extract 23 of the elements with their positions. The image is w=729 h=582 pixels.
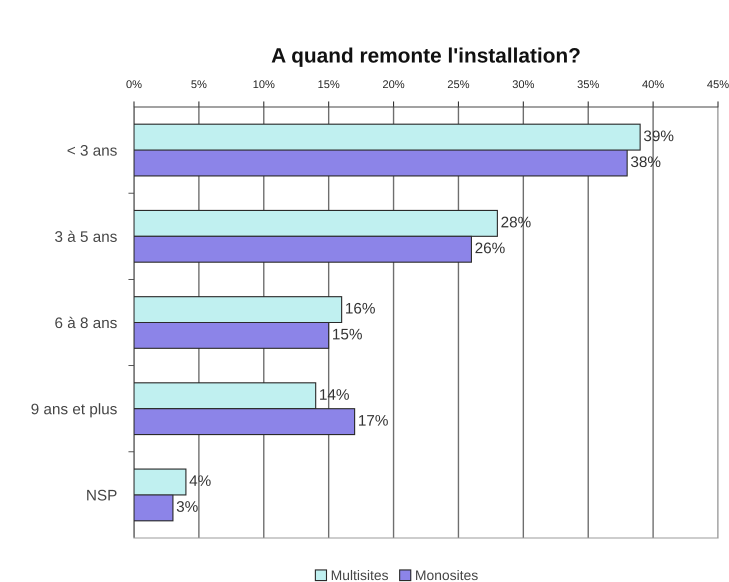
legend-label: Monosites xyxy=(416,570,478,580)
data-label: 16% xyxy=(346,302,375,314)
data-label: 15% xyxy=(333,328,362,340)
y-tick-label: 3 à 5 ans xyxy=(55,230,117,242)
legend-label: Multisites xyxy=(332,570,388,580)
x-tick-label: 45% xyxy=(707,80,729,88)
y-tick-label: < 3 ans xyxy=(68,144,117,156)
y-tick-label: NSP xyxy=(87,490,117,501)
x-tick-label: 0% xyxy=(126,80,142,88)
x-tick-label: 5% xyxy=(191,80,207,88)
y-tick-label: 9 ans et plus xyxy=(31,403,117,418)
x-tick-label: 10% xyxy=(254,80,274,88)
data-label: 17% xyxy=(359,414,388,426)
x-tick-label: 35% xyxy=(578,80,599,88)
data-label: 3% xyxy=(176,501,198,512)
data-label: 26% xyxy=(475,242,505,254)
x-tick-label: 30% xyxy=(512,80,534,88)
x-tick-label: 40% xyxy=(642,80,664,88)
y-tick-label: 6 à 8 ans xyxy=(55,316,117,328)
x-tick-label: 15% xyxy=(318,80,340,88)
x-tick-label: 25% xyxy=(448,80,470,88)
x-tick-label: 20% xyxy=(382,80,404,88)
chart-title: A quand remonte l'installation? xyxy=(272,47,580,67)
